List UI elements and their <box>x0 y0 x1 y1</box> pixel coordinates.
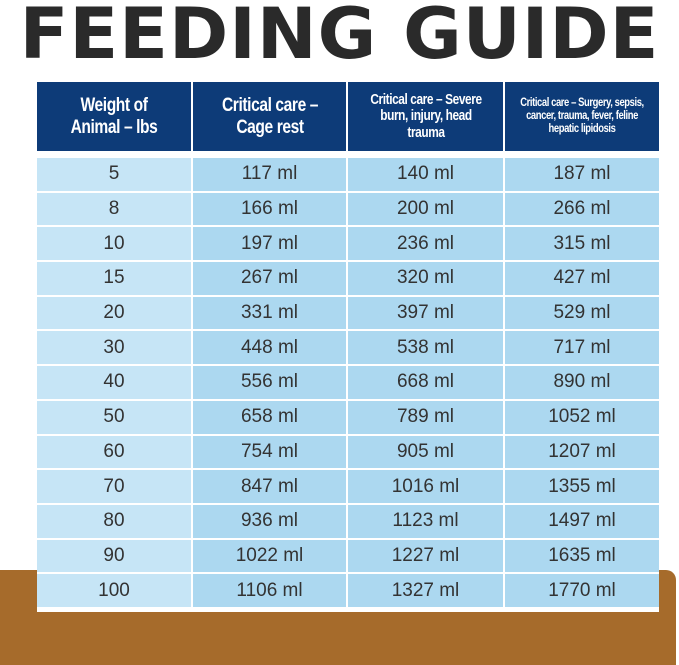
volume-cell: 1355 ml <box>505 470 659 503</box>
weight-cell: 10 <box>37 227 191 261</box>
weight-cell: 90 <box>37 539 191 573</box>
volume-cell: 140 ml <box>348 158 503 191</box>
volume-cell: 658 ml <box>193 400 346 434</box>
header-severe-burn: Critical care – Severe burn, injury, hea… <box>348 82 503 151</box>
volume-cell: 717 ml <box>505 331 659 365</box>
volume-cell: 529 ml <box>505 296 659 330</box>
volume-cell: 847 ml <box>193 470 346 503</box>
volume-cell: 1106 ml <box>193 574 346 607</box>
page-title: FEEDING GUIDE <box>19 0 660 75</box>
volume-cell: 320 ml <box>348 262 503 295</box>
table-row: 10 197 ml 236 ml 315 ml <box>37 227 659 261</box>
weight-cell: 100 <box>37 574 191 607</box>
volume-cell: 1497 ml <box>505 504 659 538</box>
volume-cell: 668 ml <box>348 366 503 399</box>
table-row: 8 166 ml 200 ml 266 ml <box>37 192 659 226</box>
volume-cell: 1016 ml <box>348 470 503 503</box>
feeding-table: Weight of Animal – lbs Critical care – C… <box>37 82 659 612</box>
table-header-row: Weight of Animal – lbs Critical care – C… <box>37 82 659 151</box>
volume-cell: 1052 ml <box>505 400 659 434</box>
volume-cell: 427 ml <box>505 262 659 295</box>
volume-cell: 1327 ml <box>348 574 503 607</box>
volume-cell: 266 ml <box>505 192 659 226</box>
volume-cell: 556 ml <box>193 366 346 399</box>
table-row: 80 936 ml 1123 ml 1497 ml <box>37 504 659 538</box>
volume-cell: 397 ml <box>348 296 503 330</box>
volume-cell: 166 ml <box>193 192 346 226</box>
table-row: 40 556 ml 668 ml 890 ml <box>37 366 659 399</box>
table-row: 100 1106 ml 1327 ml 1770 ml <box>37 574 659 607</box>
weight-cell: 30 <box>37 331 191 365</box>
volume-cell: 538 ml <box>348 331 503 365</box>
volume-cell: 1022 ml <box>193 539 346 573</box>
table-row: 90 1022 ml 1227 ml 1635 ml <box>37 539 659 573</box>
table-body: 5 117 ml 140 ml 187 ml 8 166 ml 200 ml 266 ml 10… <box>37 158 659 607</box>
weight-cell: 60 <box>37 435 191 469</box>
table-row: 5 117 ml 140 ml 187 ml <box>37 158 659 191</box>
weight-cell: 70 <box>37 470 191 503</box>
header-surgery: Critical care – Surgery, sepsis, cancer,… <box>505 82 659 151</box>
volume-cell: 1227 ml <box>348 539 503 573</box>
weight-cell: 5 <box>37 158 191 191</box>
table-row: 15 267 ml 320 ml 427 ml <box>37 262 659 295</box>
volume-cell: 448 ml <box>193 331 346 365</box>
volume-cell: 890 ml <box>505 366 659 399</box>
volume-cell: 1770 ml <box>505 574 659 607</box>
volume-cell: 1207 ml <box>505 435 659 469</box>
volume-cell: 200 ml <box>348 192 503 226</box>
table-row: 70 847 ml 1016 ml 1355 ml <box>37 470 659 503</box>
table-row: 60 754 ml 905 ml 1207 ml <box>37 435 659 469</box>
volume-cell: 117 ml <box>193 158 346 191</box>
weight-cell: 50 <box>37 400 191 434</box>
weight-cell: 20 <box>37 296 191 330</box>
header-cage-rest: Critical care – Cage rest <box>193 82 346 151</box>
volume-cell: 905 ml <box>348 435 503 469</box>
volume-cell: 754 ml <box>193 435 346 469</box>
volume-cell: 1123 ml <box>348 504 503 538</box>
volume-cell: 1635 ml <box>505 539 659 573</box>
table-row: 30 448 ml 538 ml 717 ml <box>37 331 659 365</box>
volume-cell: 236 ml <box>348 227 503 261</box>
volume-cell: 187 ml <box>505 158 659 191</box>
table-row: 20 331 ml 397 ml 529 ml <box>37 296 659 330</box>
header-weight: Weight of Animal – lbs <box>37 82 191 151</box>
weight-cell: 40 <box>37 366 191 399</box>
volume-cell: 936 ml <box>193 504 346 538</box>
volume-cell: 267 ml <box>193 262 346 295</box>
volume-cell: 331 ml <box>193 296 346 330</box>
table-row: 50 658 ml 789 ml 1052 ml <box>37 400 659 434</box>
volume-cell: 315 ml <box>505 227 659 261</box>
volume-cell: 197 ml <box>193 227 346 261</box>
weight-cell: 8 <box>37 192 191 226</box>
volume-cell: 789 ml <box>348 400 503 434</box>
weight-cell: 15 <box>37 262 191 295</box>
weight-cell: 80 <box>37 504 191 538</box>
